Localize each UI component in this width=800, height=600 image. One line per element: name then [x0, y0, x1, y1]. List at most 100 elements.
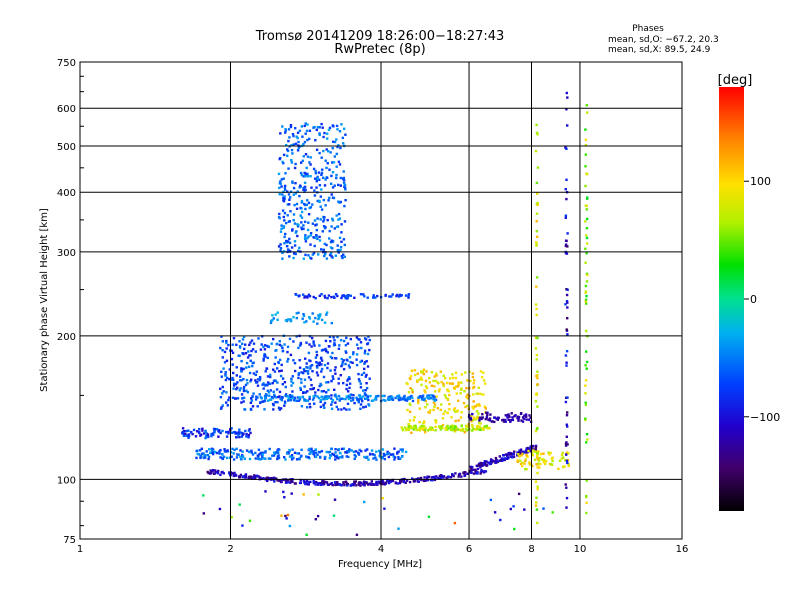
- echo-point: [452, 408, 456, 411]
- echo-point: [566, 124, 569, 127]
- echo-point: [386, 452, 390, 455]
- echo-point: [320, 482, 323, 485]
- echo-point: [322, 218, 326, 221]
- echo-point: [320, 248, 323, 251]
- echo-point: [478, 404, 481, 407]
- echo-point: [430, 371, 434, 374]
- echo-point: [520, 419, 523, 422]
- echo-point: [251, 477, 254, 480]
- echo-point: [564, 244, 568, 248]
- echo-point: [256, 384, 260, 387]
- echo-point: [345, 395, 348, 398]
- echo-point: [251, 364, 254, 368]
- echo-point: [333, 227, 336, 230]
- echo-point: [476, 467, 480, 471]
- echo-point: [239, 387, 242, 390]
- echo-point: [318, 239, 322, 242]
- echo-point: [309, 480, 312, 484]
- echo-point: [236, 381, 239, 384]
- echo-point: [478, 417, 482, 420]
- echo-point: [311, 398, 315, 401]
- echo-point: [289, 399, 293, 402]
- echo-point: [335, 124, 339, 128]
- echo-point: [309, 243, 312, 246]
- echo-point: [345, 294, 349, 297]
- echo-point: [342, 238, 346, 241]
- echo-point: [403, 394, 406, 398]
- echo-point: [413, 424, 417, 428]
- echo-point: [471, 465, 474, 469]
- echo-point: [277, 361, 280, 364]
- echo-point: [267, 345, 270, 349]
- echo-point: [456, 428, 459, 431]
- echo-point: [312, 251, 316, 255]
- echo-point: [215, 428, 219, 431]
- echo-point: [475, 404, 479, 407]
- echo-point: [382, 452, 385, 456]
- echo-point: [536, 166, 540, 169]
- echo-point: [187, 429, 190, 432]
- echo-point: [357, 451, 360, 454]
- echo-point: [308, 447, 311, 451]
- echo-point: [524, 468, 527, 471]
- echo-point: [228, 396, 231, 399]
- echo-point: [190, 430, 193, 434]
- echo-point: [281, 125, 284, 128]
- echo-point: [488, 427, 491, 430]
- echo-point: [391, 479, 395, 482]
- echo-point: [284, 188, 287, 191]
- echo-point: [406, 427, 409, 430]
- echo-point: [335, 357, 338, 360]
- echo-point: [212, 451, 215, 454]
- echo-point: [287, 318, 290, 321]
- echo-point: [227, 343, 230, 347]
- echo-point: [358, 380, 361, 383]
- echo-point: [430, 394, 433, 397]
- echo-point: [248, 428, 251, 431]
- echo-point: [417, 477, 420, 480]
- echo-point: [519, 448, 523, 451]
- echo-point: [474, 405, 477, 408]
- echo-point: [346, 402, 350, 405]
- echo-point: [278, 358, 282, 362]
- echo-point: [320, 208, 324, 211]
- echo-point: [303, 378, 307, 381]
- echo-point: [493, 511, 497, 514]
- echo-point: [494, 461, 497, 464]
- echo-point: [525, 467, 528, 471]
- echo-point: [359, 484, 362, 487]
- echo-point: [305, 341, 308, 344]
- echo-point: [565, 396, 568, 399]
- echo-point: [206, 453, 209, 457]
- echo-point: [280, 224, 283, 227]
- echo-point: [531, 447, 534, 450]
- echo-point: [315, 228, 318, 232]
- echo-point: [343, 255, 346, 258]
- echo-point: [255, 370, 258, 373]
- echo-point: [324, 204, 327, 207]
- echo-point: [262, 345, 265, 348]
- echo-point: [439, 426, 442, 429]
- echo-point: [585, 227, 589, 230]
- echo-point: [331, 186, 335, 189]
- echo-point: [306, 237, 309, 240]
- echo-point: [536, 454, 539, 458]
- echo-point: [483, 460, 487, 463]
- echo-point: [305, 320, 308, 323]
- echo-point: [535, 353, 539, 357]
- echo-point: [261, 451, 265, 454]
- echo-point: [564, 442, 568, 446]
- echo-point: [396, 482, 399, 485]
- echo-point: [216, 472, 220, 475]
- echo-point: [309, 364, 312, 368]
- echo-point: [565, 108, 568, 111]
- echo-point: [413, 426, 417, 429]
- echo-point: [333, 184, 336, 187]
- echo-point: [381, 448, 385, 451]
- echo-point: [417, 397, 420, 401]
- echo-point: [338, 217, 342, 220]
- echo-point: [312, 342, 315, 345]
- echo-point: [410, 369, 413, 372]
- echo-point: [261, 400, 264, 403]
- echo-point: [290, 454, 294, 457]
